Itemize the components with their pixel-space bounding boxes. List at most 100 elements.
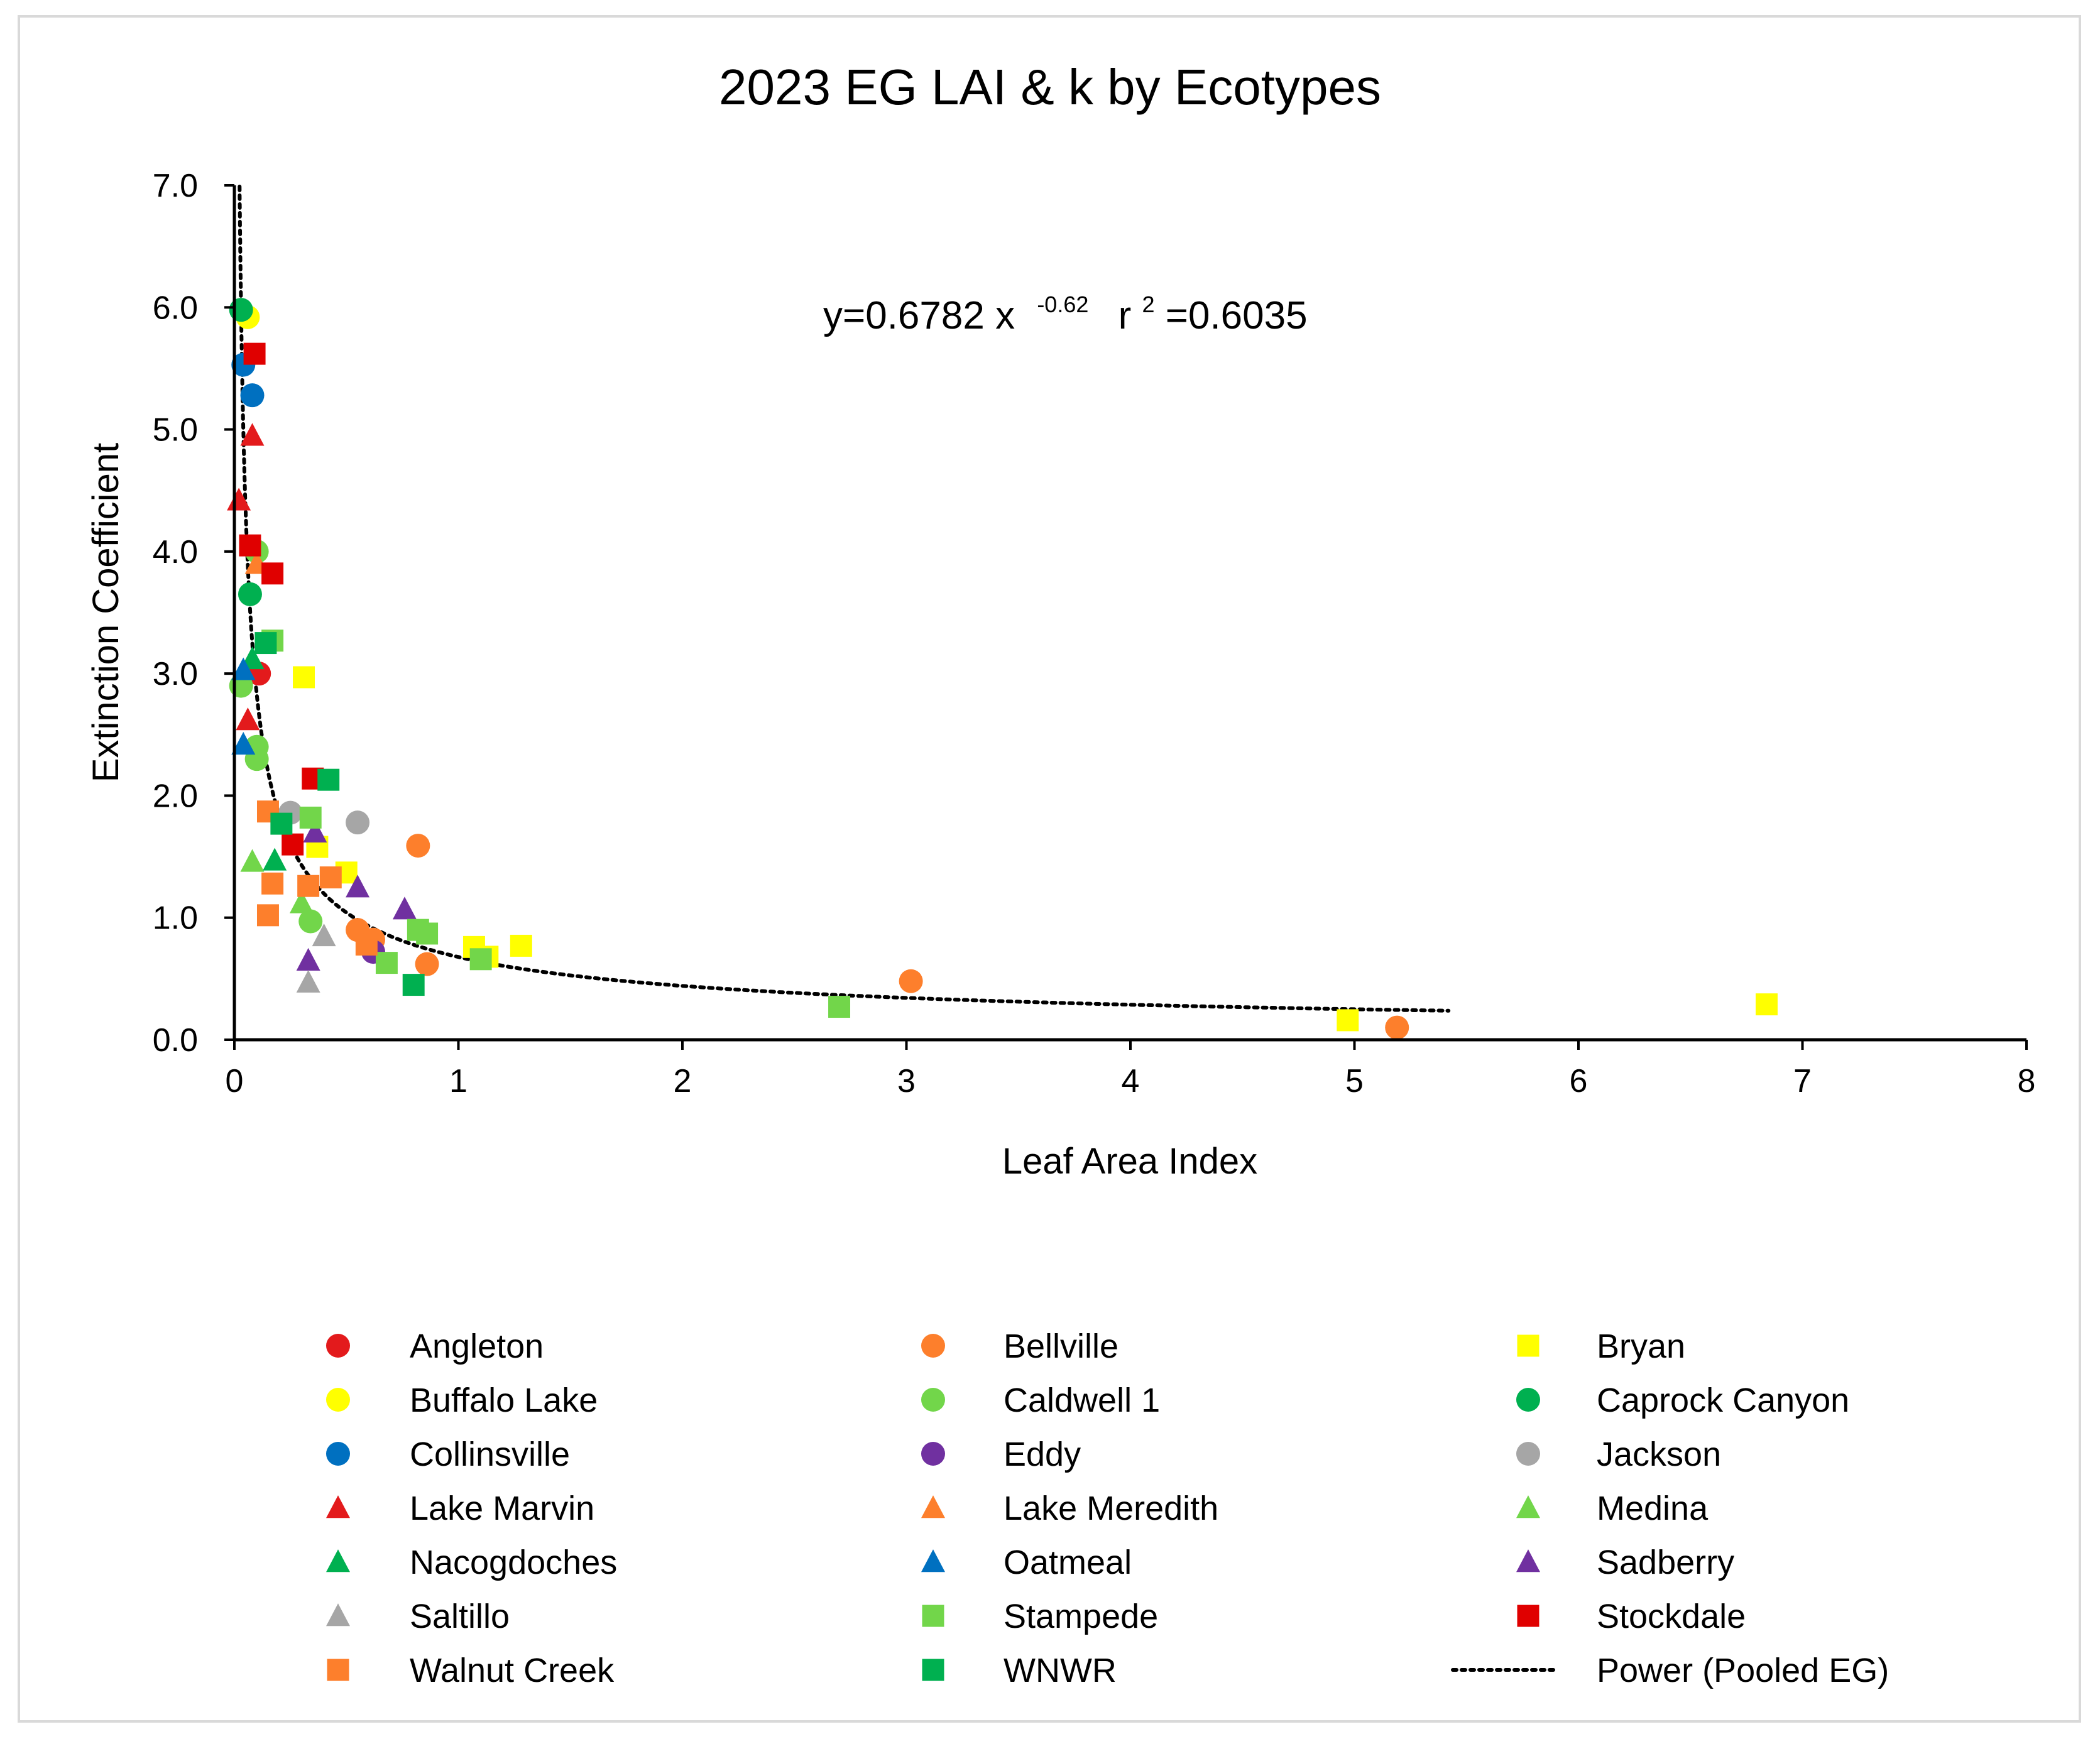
x-axis-label: Leaf Area Index <box>1002 1141 1257 1182</box>
legend-marker <box>921 1388 945 1412</box>
y-tick-label: 2.0 <box>153 778 198 814</box>
data-point <box>312 924 336 947</box>
legend-marker <box>921 1495 945 1518</box>
legend-label: Lake Marvin <box>410 1490 594 1527</box>
data-point <box>254 632 277 655</box>
data-point <box>239 534 261 557</box>
legend-marker <box>922 1659 944 1681</box>
legend-item-angleton: Angleton <box>326 1327 544 1365</box>
legend-label: Collinsville <box>410 1436 570 1473</box>
data-point <box>299 806 322 829</box>
data-point <box>298 909 323 934</box>
legend-item-medina: Medina <box>1516 1490 1709 1527</box>
legend-marker <box>921 1442 945 1466</box>
data-point <box>296 969 320 993</box>
y-tick-label: 7.0 <box>153 168 198 204</box>
data-point <box>243 342 266 365</box>
x-tick-label: 1 <box>449 1063 468 1099</box>
legend-label: Angleton <box>410 1327 544 1365</box>
y-tick-label: 5.0 <box>153 412 198 449</box>
legend-item-collinsville: Collinsville <box>326 1436 570 1473</box>
legend-marker <box>1516 1495 1540 1518</box>
legend-label: Bellville <box>1004 1327 1118 1365</box>
legend-item-walnut-creek: Walnut Creek <box>327 1652 615 1689</box>
x-tick-label: 3 <box>897 1063 916 1099</box>
data-points-layer <box>227 298 1778 1040</box>
data-point <box>293 666 315 689</box>
legend-marker <box>1517 1605 1539 1627</box>
legend-item-nacogdoches: Nacogdoches <box>326 1544 617 1581</box>
legend-label: Buffalo Lake <box>410 1382 598 1419</box>
data-point <box>346 810 370 835</box>
legend-marker <box>326 1334 350 1358</box>
x-tick-label: 7 <box>1793 1063 1812 1099</box>
series-stampede <box>261 630 851 1018</box>
data-point <box>240 423 265 446</box>
data-point <box>238 582 262 606</box>
y-tick-label: 1.0 <box>153 900 198 937</box>
legend-label: Oatmeal <box>1004 1544 1132 1581</box>
data-point <box>297 875 320 897</box>
y-tick-label: 6.0 <box>153 290 198 326</box>
legend-label: WNWR <box>1004 1652 1117 1689</box>
data-point <box>261 872 284 895</box>
legend-label: Walnut Creek <box>410 1652 615 1689</box>
x-tick-label: 0 <box>226 1063 244 1099</box>
legend-item-stampede: Stampede <box>922 1598 1158 1635</box>
series-bryan <box>293 666 1778 1032</box>
data-point <box>375 952 398 974</box>
legend-marker <box>326 1603 350 1627</box>
data-point <box>231 657 256 680</box>
data-point <box>289 890 314 913</box>
legend-label: Caprock Canyon <box>1597 1382 1849 1419</box>
y-axis-label: Extinction Coefficient <box>85 443 126 783</box>
data-point <box>415 952 439 976</box>
series-oatmeal <box>231 657 256 755</box>
legend-label: Sadberry <box>1597 1544 1734 1581</box>
data-point <box>392 897 417 920</box>
legend-label: Medina <box>1597 1490 1709 1527</box>
series-sadberry <box>296 819 417 971</box>
data-point <box>282 833 304 856</box>
data-point <box>236 707 260 731</box>
equation-prefix: y=0.6782 x <box>823 294 1015 337</box>
series-medina <box>240 849 314 913</box>
legend-item-buffalo-lake: Buffalo Lake <box>326 1382 598 1419</box>
legend-label: Nacogdoches <box>410 1544 617 1581</box>
ticks-layer: 0.0 1.0 2.0 3.0 4.0 5.0 6.0 7.0 0 1 2 3 4 5 6 7 8 <box>153 168 2036 1099</box>
legend-label: Stockdale <box>1597 1598 1746 1635</box>
legend-label: Stampede <box>1004 1598 1158 1635</box>
data-point <box>270 812 293 835</box>
data-point <box>1337 1009 1359 1032</box>
equation-exponent: -0.62 <box>1037 292 1088 317</box>
legend-item-power-pooled-eg: Power (Pooled EG) <box>1451 1652 1889 1689</box>
series-wnwr <box>254 632 425 996</box>
data-point <box>346 875 370 898</box>
data-point <box>899 969 923 993</box>
legend-label: Eddy <box>1004 1436 1081 1473</box>
legend-marker <box>327 1659 349 1681</box>
y-tick-label: 0.0 <box>153 1022 198 1059</box>
data-point <box>319 866 342 889</box>
legend-marker <box>326 1549 350 1573</box>
legend-item-wnwr: WNWR <box>922 1652 1117 1689</box>
legend-marker <box>1516 1388 1540 1412</box>
data-point <box>261 562 284 585</box>
y-tick-label: 4.0 <box>153 534 198 570</box>
chart-frame <box>18 15 2081 1723</box>
legend-item-caprock-canyon: Caprock Canyon <box>1516 1382 1849 1419</box>
data-point <box>402 974 425 996</box>
legend-marker <box>1516 1442 1540 1466</box>
series-walnut-creek <box>256 800 378 956</box>
legend-marker <box>921 1334 945 1358</box>
legend-item-bryan: Bryan <box>1517 1327 1685 1365</box>
legend-item-caldwell-1: Caldwell 1 <box>921 1382 1160 1419</box>
data-point <box>510 934 532 957</box>
data-point <box>231 731 256 755</box>
legend-marker <box>1516 1549 1540 1573</box>
x-tick-label: 6 <box>1570 1063 1588 1099</box>
data-point <box>227 488 251 511</box>
data-point <box>256 904 279 927</box>
x-tick-label: 2 <box>674 1063 692 1099</box>
